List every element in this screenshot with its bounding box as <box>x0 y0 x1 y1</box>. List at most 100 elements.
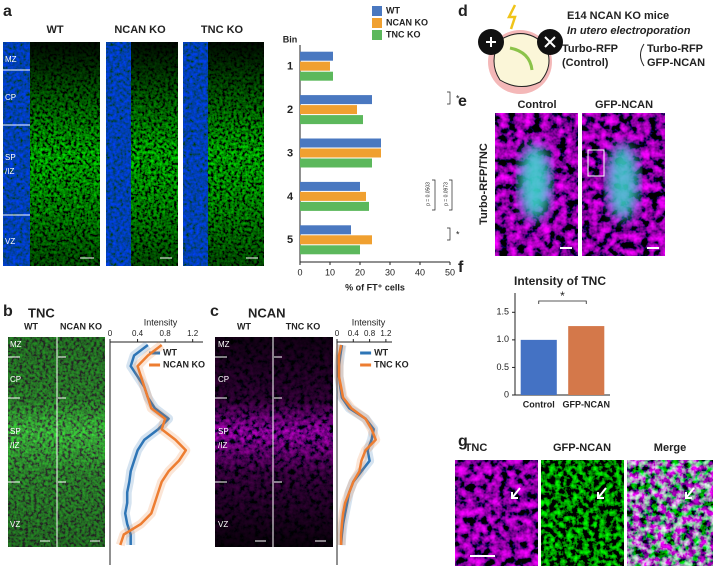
panel-letter: f <box>458 259 464 276</box>
axis-title: Intensity <box>144 317 178 327</box>
category-label: 1 <box>287 61 293 73</box>
micrographs-g <box>455 460 713 566</box>
x-tick-label: 30 <box>385 267 395 277</box>
image-header: NCAN KO <box>114 24 166 36</box>
layer-label: /IZ <box>5 167 14 176</box>
layer-label: VZ <box>5 237 15 246</box>
panel-letter: g <box>458 433 468 450</box>
image-header: WT <box>24 321 38 331</box>
x-tick-label: 1.2 <box>187 329 199 338</box>
layer-label: SP <box>10 427 21 436</box>
x-tick-label: 50 <box>445 267 455 277</box>
x-tick-label: 0 <box>297 267 302 277</box>
category-label: 5 <box>287 234 293 246</box>
panel-letter: a <box>3 3 12 20</box>
image-header: GFP-NCAN <box>553 442 611 454</box>
profile-line <box>337 344 377 545</box>
bar <box>568 326 605 395</box>
x-tick-label: 0.4 <box>132 329 144 338</box>
x-tick-label: 20 <box>355 267 365 277</box>
image-header: GFP-NCAN <box>595 99 653 111</box>
bracket <box>447 91 451 105</box>
layer-label: VZ <box>10 520 20 529</box>
micrographs-e <box>495 113 665 256</box>
bar <box>300 201 369 211</box>
d-subtitle: In utero electroporation <box>567 25 691 37</box>
x-axis-label: % of FT⁺ cells <box>345 282 405 292</box>
annotation: * <box>456 229 460 239</box>
layer-label: /IZ <box>218 441 227 450</box>
bar <box>300 105 357 115</box>
panel-title: NCAN <box>248 305 286 320</box>
x-tick-label: Control <box>523 399 555 409</box>
x-tick-label: 0.8 <box>160 329 172 338</box>
panel-letter: c <box>210 303 219 320</box>
bracket <box>447 227 451 241</box>
legend-swatch <box>372 6 382 16</box>
legend-label: WT <box>163 347 177 357</box>
legend-swatch <box>372 18 382 28</box>
bar <box>300 95 372 105</box>
panel-letter: e <box>458 93 467 110</box>
layer-label: MZ <box>218 340 230 349</box>
x-tick-label: 40 <box>415 267 425 277</box>
bracket <box>432 179 436 211</box>
annotation: * <box>456 93 460 103</box>
bar <box>300 181 360 191</box>
image-header: Control <box>517 99 556 111</box>
bracket <box>449 179 453 211</box>
bar <box>520 339 557 395</box>
bar <box>300 71 333 81</box>
image-header: Merge <box>654 442 686 454</box>
profile-line <box>119 344 188 546</box>
layer-label: CP <box>10 375 21 384</box>
bar <box>300 51 333 61</box>
layer-label: CP <box>218 375 229 384</box>
image-header: TNC KO <box>201 24 244 36</box>
chart-title: Intensity of TNC <box>514 274 606 288</box>
layer-label: CP <box>5 93 16 102</box>
x-tick-label: GFP-NCAN <box>563 399 611 409</box>
bar <box>300 158 372 168</box>
x-tick-label: 10 <box>325 267 335 277</box>
electroporation-cartoon <box>478 4 645 94</box>
y-tick-label: 0 <box>504 389 509 399</box>
d-control: Turbo-RFP <box>562 43 618 55</box>
bracket <box>538 300 587 304</box>
bar <box>300 245 360 255</box>
x-tick-label: 1.2 <box>380 329 392 338</box>
bar <box>300 191 366 201</box>
error-band <box>116 341 191 547</box>
image-header: WT <box>46 24 63 36</box>
layer-label: VZ <box>218 520 228 529</box>
micrographs-bc <box>8 337 333 547</box>
image-header: TNC <box>465 442 488 454</box>
legend-label: WT <box>374 347 388 357</box>
layer-label: MZ <box>10 340 22 349</box>
y-tick-label: 1.0 <box>496 334 509 344</box>
bar <box>300 61 330 71</box>
d-experimental: Turbo-RFP <box>647 43 703 55</box>
category-label: 3 <box>287 147 293 159</box>
category-label: 2 <box>287 104 293 116</box>
layer-label: /IZ <box>10 441 19 450</box>
x-tick-label: 0 <box>108 329 113 338</box>
image-header: TNC KO <box>286 321 321 331</box>
bar <box>300 225 351 235</box>
panel-letter: b <box>3 303 13 320</box>
category-label: 4 <box>287 191 294 203</box>
x-tick-label: 0.8 <box>364 329 376 338</box>
legend-label: NCAN KO <box>163 359 205 369</box>
panel-letter: d <box>458 3 468 20</box>
bar <box>300 235 372 245</box>
layer-label: SP <box>218 427 229 436</box>
legend-label: WT <box>386 5 400 15</box>
legend-label: NCAN KO <box>386 17 428 27</box>
axis-title: Intensity <box>352 317 386 327</box>
y-tick-label: 1.5 <box>496 307 509 317</box>
category-label-title: Bin <box>283 34 298 44</box>
annotation: * <box>560 289 565 303</box>
d-title: E14 NCAN KO mice <box>567 10 669 22</box>
x-tick-label: 0 <box>335 329 340 338</box>
